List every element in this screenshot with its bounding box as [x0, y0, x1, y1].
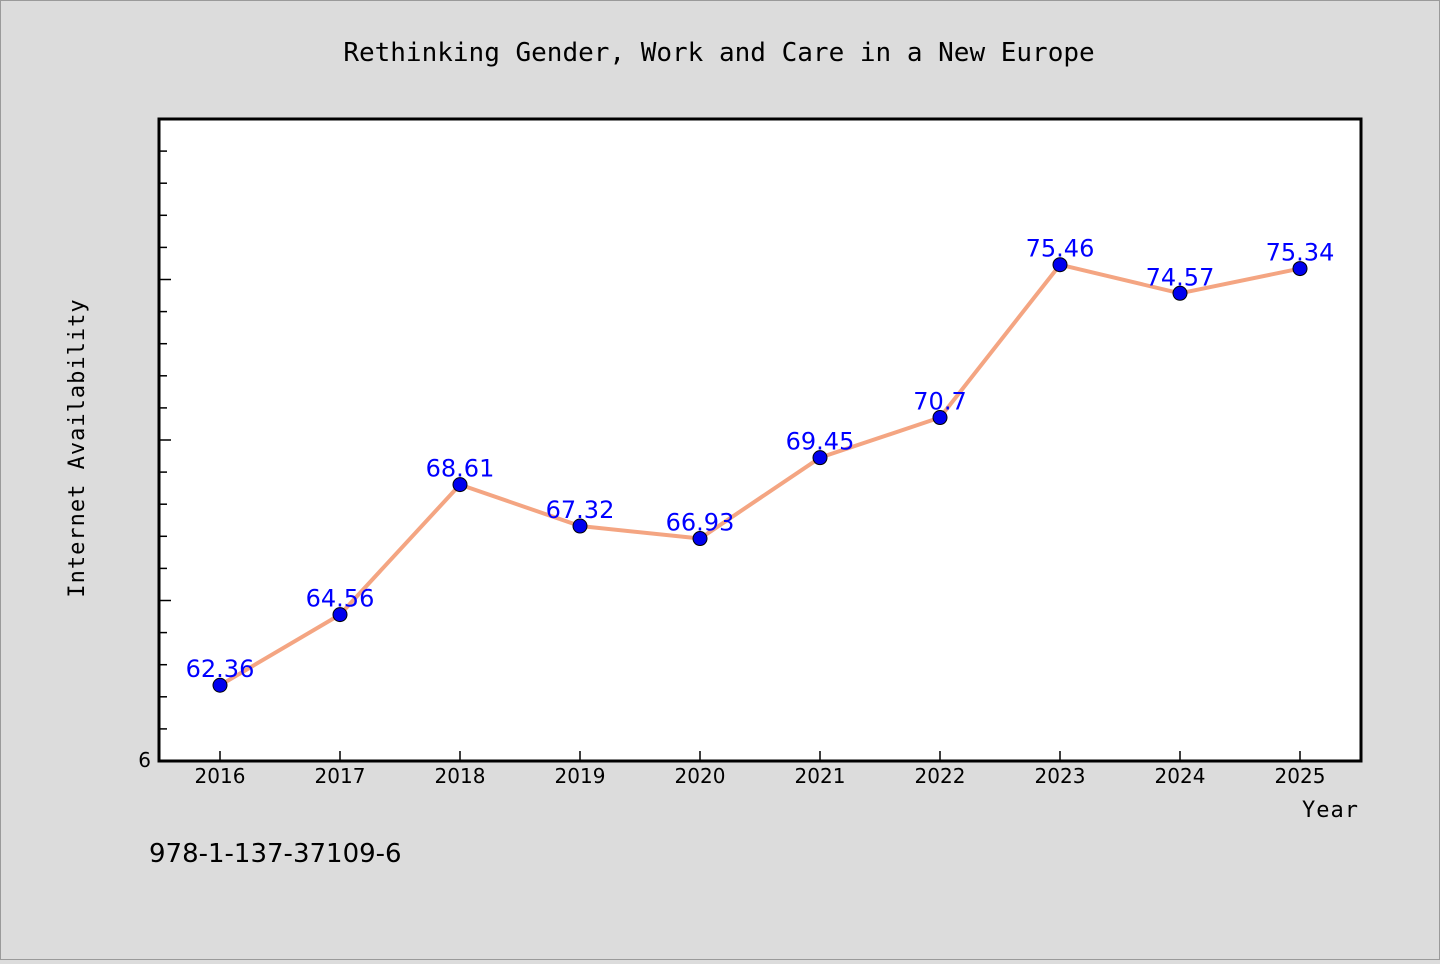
data-label: 66.93	[666, 509, 735, 537]
x-tick-label: 2022	[915, 764, 966, 788]
y-axis-label: Internet Availability	[65, 298, 90, 597]
data-point	[1172, 285, 1188, 301]
x-axis-label: Year	[1302, 798, 1359, 823]
data-point	[812, 450, 828, 466]
chart-title: Rethinking Gender, Work and Care in a Ne…	[343, 38, 1094, 68]
data-point	[932, 410, 948, 426]
data-point	[1052, 257, 1068, 273]
data-label: 74.57	[1146, 263, 1215, 291]
x-tick-label: 2025	[1275, 764, 1326, 788]
data-label: 75.46	[1026, 235, 1095, 263]
data-markers	[212, 257, 1308, 693]
footer-isbn: 978-1-137-37109-6	[149, 839, 402, 869]
data-labels: 62.36 64.56 68.61 67.32 66.93 69.45 70.7 75.46 7…	[186, 235, 1335, 684]
data-label: 62.36	[186, 655, 255, 683]
data-point	[212, 677, 228, 693]
x-tick-label: 2020	[675, 764, 726, 788]
series-line-layer	[218, 262, 1301, 687]
data-label: 64.56	[306, 585, 375, 613]
x-tick-label: 2023	[1035, 764, 1086, 788]
x-tick-label: 2016	[195, 764, 246, 788]
data-label: 69.45	[786, 428, 855, 456]
data-point	[692, 531, 708, 547]
x-tick-label: 2018	[435, 764, 486, 788]
x-axis-ticks: 2016 2017 2018 2019 2020 2021 2022 2023 2024 2025	[195, 751, 1326, 788]
data-point	[572, 518, 588, 534]
series-line	[218, 262, 1301, 687]
data-label: 75.34	[1266, 239, 1335, 267]
x-tick-label: 2024	[1155, 764, 1206, 788]
x-tick-label: 2017	[315, 764, 366, 788]
data-label: 68.61	[426, 455, 495, 483]
data-label: 70.7	[913, 388, 966, 416]
x-tick-label: 2019	[555, 764, 606, 788]
data-point	[452, 477, 468, 493]
data-label: 67.32	[546, 496, 615, 524]
x-tick-label: 2021	[795, 764, 846, 788]
plot-area	[157, 117, 1363, 763]
y-axis-ticks: 6	[138, 150, 171, 772]
data-point	[332, 607, 348, 623]
y-tick-label: 6	[138, 748, 151, 772]
data-point	[1292, 261, 1308, 277]
